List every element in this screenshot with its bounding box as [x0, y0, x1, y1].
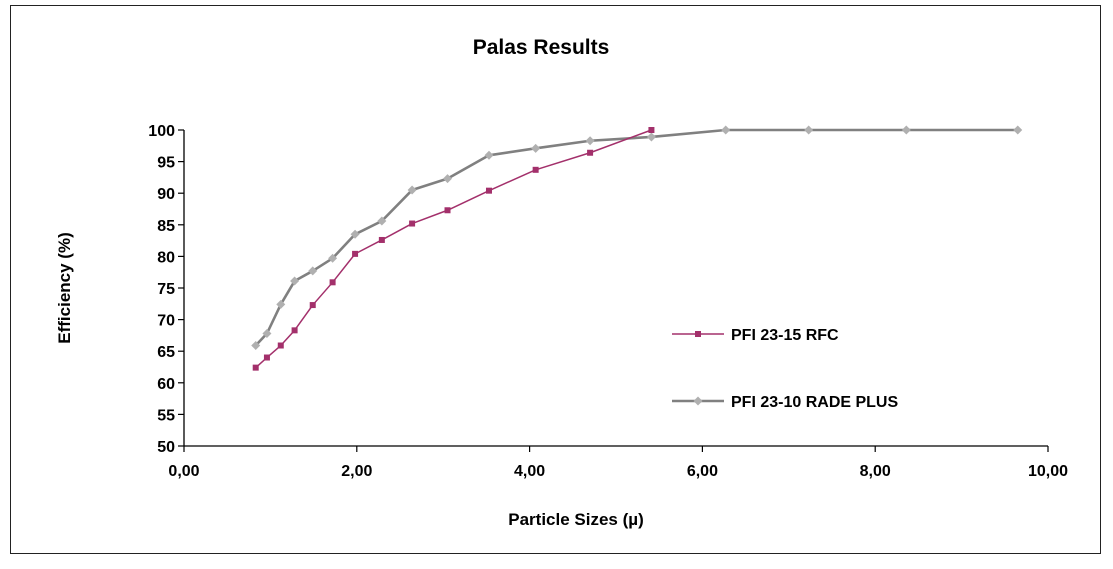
data-point-pfi-23-15-rfc: [329, 279, 336, 286]
data-point-pfi-23-15-rfc: [252, 364, 259, 371]
x-axis-ticks: 0,00 2,00 4,00 6,00 8,00 10,00: [168, 446, 1068, 480]
data-point-pfi-23-15-rfc: [485, 187, 492, 194]
data-point-pfi-23-15-rfc: [648, 127, 655, 133]
data-point-pfi-23-10-rade-plus: [585, 136, 595, 146]
x-tick-label: 2,00: [341, 463, 372, 480]
data-point-pfi-23-10-rade-plus: [290, 276, 300, 286]
y-tick-label: 90: [157, 186, 175, 203]
y-axis-ticks: 50 55 60 65 70 75 80 85 90 95 100: [148, 123, 184, 456]
y-tick-label: 95: [157, 155, 175, 172]
legend-label-pfi-23-10-rade-plus: PFI 23-10 RADE PLUS: [731, 394, 898, 411]
x-tick-label: 4,00: [514, 463, 545, 480]
data-point-pfi-23-10-rade-plus: [407, 185, 417, 195]
legend-marker-pfi-23-15-rfc: [695, 331, 701, 337]
legend-marker-pfi-23-10-rade-plus: [693, 396, 703, 406]
data-point-pfi-23-15-rfc: [309, 302, 316, 309]
series-line-pfi-23-15-rfc: [255, 129, 652, 369]
y-tick-label: 70: [157, 313, 175, 330]
data-point-pfi-23-10-rade-plus: [804, 125, 814, 135]
data-point-pfi-23-15-rfc: [263, 354, 270, 361]
y-axis-label: Efficiency (%): [55, 232, 74, 343]
y-tick-label: 65: [157, 344, 175, 361]
data-point-pfi-23-10-rade-plus: [308, 266, 318, 276]
chart-title: Palas Results: [473, 36, 610, 59]
data-point-pfi-23-15-rfc: [444, 207, 451, 214]
data-point-pfi-23-10-rade-plus: [276, 299, 286, 309]
series-layer: [251, 125, 1023, 371]
legend-label-pfi-23-15-rfc: PFI 23-15 RFC: [731, 327, 839, 344]
data-point-pfi-23-15-rfc: [277, 342, 284, 349]
x-tick-label: 0,00: [168, 463, 199, 480]
data-point-pfi-23-10-rade-plus: [350, 229, 360, 239]
data-point-pfi-23-15-rfc: [352, 250, 359, 257]
x-axis-label: Particle Sizes (µ): [508, 510, 643, 529]
data-point-pfi-23-15-rfc: [532, 166, 539, 173]
data-point-pfi-23-10-rade-plus: [1013, 125, 1023, 135]
x-tick-label: 6,00: [687, 463, 718, 480]
legend: PFI 23-15 RFC PFI 23-10 RADE PLUS: [672, 327, 898, 411]
y-tick-label: 60: [157, 376, 175, 393]
data-point-pfi-23-10-rade-plus: [443, 174, 453, 184]
y-tick-label: 75: [157, 281, 175, 298]
data-point-pfi-23-10-rade-plus: [251, 341, 261, 351]
data-point-pfi-23-10-rade-plus: [484, 150, 494, 160]
data-point-pfi-23-10-rade-plus: [721, 125, 731, 135]
data-point-pfi-23-10-rade-plus: [262, 329, 272, 339]
data-point-pfi-23-15-rfc: [409, 220, 416, 227]
series-line-pfi-23-10-rade-plus: [254, 128, 1018, 347]
data-point-pfi-23-10-rade-plus: [377, 216, 387, 226]
chart-frame: [10, 5, 1101, 554]
data-point-pfi-23-10-rade-plus: [531, 143, 541, 153]
data-point-pfi-23-10-rade-plus: [328, 253, 338, 263]
data-point-pfi-23-15-rfc: [378, 236, 385, 243]
y-tick-label: 80: [157, 249, 175, 266]
y-tick-label: 85: [157, 218, 175, 235]
x-tick-label: 10,00: [1028, 463, 1068, 480]
x-tick-label: 8,00: [860, 463, 891, 480]
data-point-pfi-23-10-rade-plus: [901, 125, 911, 135]
y-tick-label: 100: [148, 123, 175, 140]
data-point-pfi-23-15-rfc: [291, 327, 298, 334]
y-tick-label: 50: [157, 439, 175, 456]
data-point-pfi-23-10-rade-plus: [646, 132, 656, 142]
data-point-pfi-23-15-rfc: [587, 149, 594, 156]
y-tick-label: 55: [157, 407, 175, 424]
